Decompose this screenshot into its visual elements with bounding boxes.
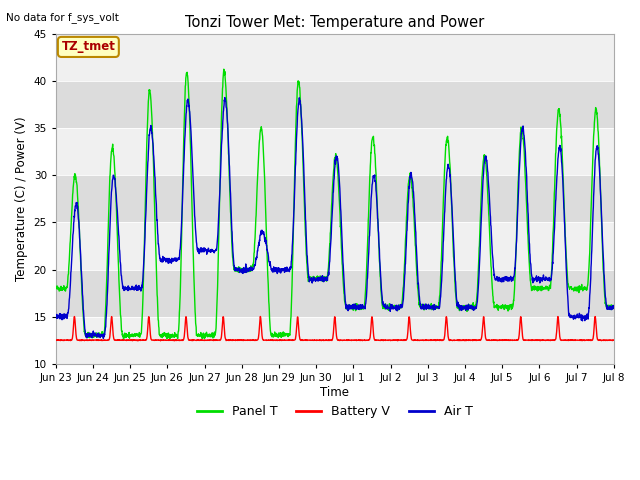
Bar: [56, 175, 614, 222]
Air T: [208, 249, 216, 254]
Line: Panel T: Panel T: [56, 69, 614, 340]
Bar: [56, 81, 614, 128]
Title: Tonzi Tower Met: Temperature and Power: Tonzi Tower Met: Temperature and Power: [185, 15, 484, 30]
Air T: [561, 231, 569, 237]
Bar: [56, 128, 614, 175]
Panel T: [497, 306, 505, 312]
Air T: [610, 305, 618, 311]
Panel T: [52, 285, 60, 290]
Panel T: [120, 337, 127, 343]
Battery V: [171, 338, 179, 344]
Battery V: [52, 337, 60, 343]
Line: Air T: Air T: [56, 97, 614, 338]
Air T: [100, 336, 108, 341]
Panel T: [351, 305, 359, 311]
Air T: [221, 95, 228, 100]
Text: TZ_tmet: TZ_tmet: [61, 40, 115, 53]
Line: Battery V: Battery V: [56, 316, 614, 341]
Air T: [497, 276, 505, 282]
Panel T: [364, 244, 371, 250]
Panel T: [220, 66, 228, 72]
Air T: [364, 275, 371, 281]
Panel T: [561, 222, 569, 228]
Air T: [52, 315, 60, 321]
Air T: [351, 301, 359, 307]
Panel T: [610, 303, 618, 309]
Bar: [56, 317, 614, 364]
Battery V: [257, 313, 264, 319]
Battery V: [497, 337, 505, 343]
Panel T: [208, 331, 216, 336]
Y-axis label: Temperature (C) / Power (V): Temperature (C) / Power (V): [15, 117, 28, 281]
Panel T: [577, 284, 584, 290]
Battery V: [577, 337, 584, 343]
Legend: Panel T, Battery V, Air T: Panel T, Battery V, Air T: [192, 400, 477, 423]
Text: No data for f_sys_volt: No data for f_sys_volt: [6, 12, 119, 23]
Bar: [56, 222, 614, 269]
Battery V: [364, 337, 371, 343]
X-axis label: Time: Time: [320, 385, 349, 398]
Bar: [56, 269, 614, 317]
Battery V: [351, 337, 359, 343]
Battery V: [610, 337, 618, 343]
Battery V: [561, 337, 569, 343]
Bar: [56, 34, 614, 81]
Air T: [577, 313, 584, 319]
Battery V: [208, 337, 216, 343]
